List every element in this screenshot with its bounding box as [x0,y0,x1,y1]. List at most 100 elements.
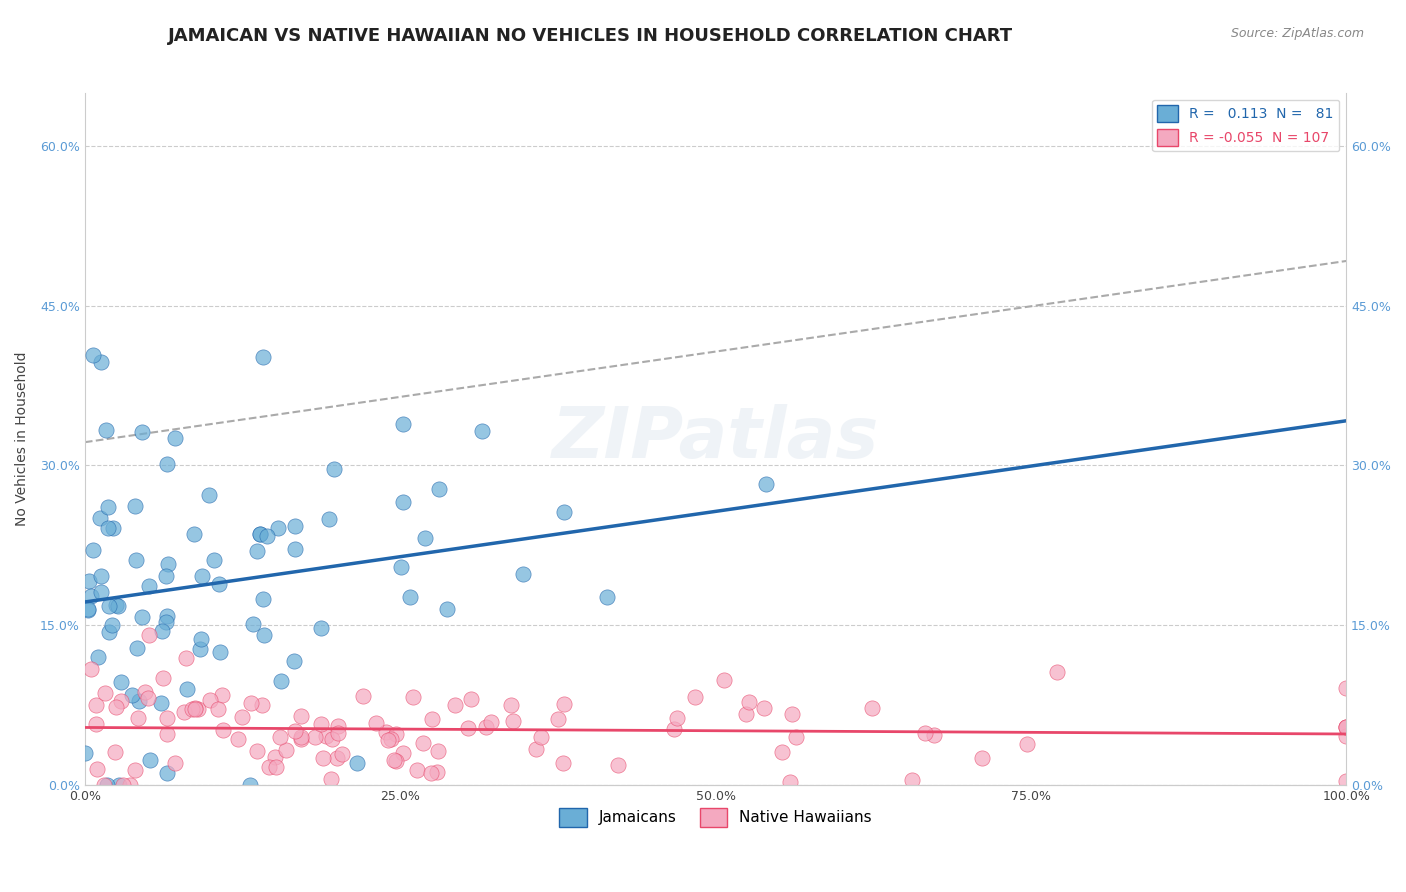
Point [197,487,219,501]
Point [104,745,127,759]
Point [110,694,132,708]
Point [156,609,179,624]
Point [101,618,124,632]
Point [150,624,173,638]
Point [111,778,134,792]
Point [862,701,884,715]
Point [155,457,177,471]
Point [392,495,415,509]
Point [226,731,249,746]
Point [97,500,120,515]
Point [97,599,120,614]
Point [665,711,688,725]
Point [125,553,148,567]
Point [479,715,502,730]
Point [207,701,229,715]
Point [384,727,406,741]
Point [253,628,276,642]
Point [86,698,108,713]
Point [110,674,132,689]
Point [252,592,274,607]
Point [1336,720,1358,734]
Point [242,616,264,631]
Point [380,732,402,747]
Point [551,756,574,770]
Point [87,650,110,665]
Text: JAMAICAN VS NATIVE HAWAIIAN NO VEHICLES IN HOUSEHOLD CORRELATION CHART: JAMAICAN VS NATIVE HAWAIIAN NO VEHICLES … [167,27,1014,45]
Point [399,591,422,605]
Point [914,726,936,740]
Point [94,423,117,437]
Point [202,552,225,566]
Point [427,744,450,758]
Point [713,673,735,688]
Point [901,773,924,788]
Point [323,462,346,476]
Point [82,348,104,362]
Point [249,527,271,541]
Point [267,521,290,535]
Text: Source: ZipAtlas.com: Source: ZipAtlas.com [1230,27,1364,40]
Point [190,632,212,647]
Point [412,736,434,750]
Point [94,686,117,700]
Point [155,765,177,780]
Point [970,750,993,764]
Point [436,602,458,616]
Point [735,707,758,722]
Point [200,692,222,706]
Point [89,585,111,599]
Point [84,717,107,731]
Point [530,731,553,745]
Point [138,691,160,706]
Point [1336,773,1358,788]
Point [128,694,150,708]
Point [606,758,628,772]
Point [188,642,211,657]
Point [1015,737,1038,751]
Point [150,696,173,710]
Point [211,688,233,702]
Point [553,505,575,519]
Point [89,510,111,524]
Point [155,615,177,629]
Point [264,760,287,774]
Point [80,590,103,604]
Point [290,709,312,723]
Point [96,521,118,535]
Point [187,702,209,716]
Point [163,756,186,771]
Point [321,731,343,746]
Point [457,721,479,735]
Point [309,621,332,635]
Point [683,690,706,704]
Point [152,671,174,685]
Point [180,702,202,716]
Point [191,569,214,583]
Point [321,772,343,787]
Point [754,700,776,714]
Point [1336,729,1358,743]
Point [105,598,128,612]
Point [134,685,156,699]
Point [596,590,619,604]
Point [502,714,524,729]
Point [77,574,100,589]
Point [250,698,273,712]
Point [183,527,205,541]
Point [127,710,149,724]
Point [90,569,112,583]
Point [304,730,326,744]
Point [401,690,423,705]
Point [73,746,96,760]
Point [86,762,108,776]
Point [1336,720,1358,734]
Point [782,707,804,722]
Point [97,624,120,639]
Point [156,558,179,572]
Text: ZIPatlas: ZIPatlas [553,404,879,474]
Point [176,682,198,697]
Point [264,750,287,764]
Point [269,730,291,744]
Point [415,531,437,545]
